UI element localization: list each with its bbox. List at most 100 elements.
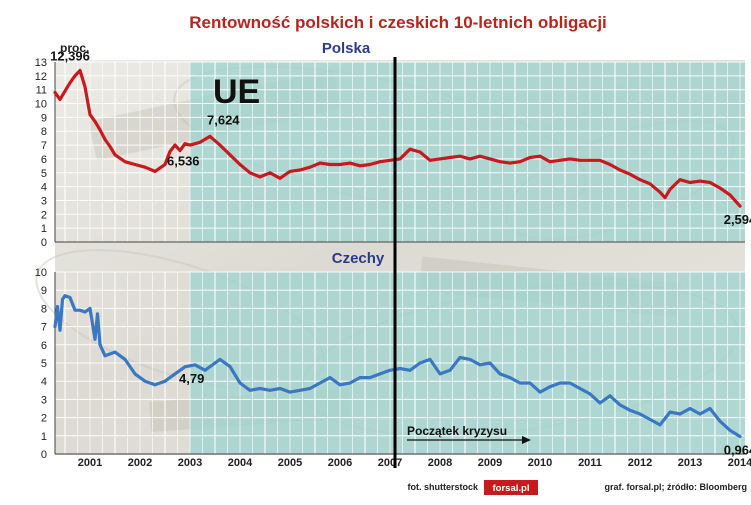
x-tick-label: 2014 bbox=[728, 457, 751, 469]
czech-data-point bbox=[538, 390, 542, 394]
czech-data-point bbox=[638, 412, 642, 416]
poland-data-point bbox=[68, 81, 72, 85]
czech-data-point bbox=[508, 376, 512, 379]
poland-y-tick-label: 12 bbox=[35, 71, 47, 83]
poland-data-point bbox=[63, 89, 67, 93]
poland-data-point bbox=[398, 157, 402, 161]
czech-data-point bbox=[378, 372, 382, 376]
poland-data-point bbox=[618, 168, 622, 172]
poland-y-tick-label: 7 bbox=[41, 140, 47, 152]
czech-data-point bbox=[113, 350, 117, 354]
czech-data-point bbox=[328, 376, 332, 379]
poland-data-point bbox=[548, 160, 552, 164]
poland-data-point bbox=[238, 163, 242, 166]
czech-y-tick-label: 5 bbox=[41, 358, 47, 370]
poland-y-tick-label: 6 bbox=[41, 154, 47, 166]
poland-data-point bbox=[568, 157, 572, 161]
poland-data-point bbox=[708, 181, 712, 184]
czech-data-point bbox=[53, 325, 57, 328]
czech-data-point bbox=[258, 387, 262, 390]
czech-data-point bbox=[558, 381, 562, 385]
czech-y-tick-label: 6 bbox=[41, 340, 47, 352]
source-credit: graf. forsal.pl; źródło: Bloomberg bbox=[604, 482, 747, 492]
poland-data-point bbox=[298, 168, 302, 172]
czech-data-point bbox=[68, 296, 72, 299]
poland-data-point bbox=[628, 172, 632, 176]
poland-data-point bbox=[308, 165, 312, 169]
czech-data-point bbox=[193, 363, 197, 367]
poland-y-tick-label: 8 bbox=[41, 126, 47, 138]
x-tick-label: 2004 bbox=[228, 457, 253, 469]
poland-data-point bbox=[268, 171, 272, 175]
poland-data-point bbox=[173, 143, 177, 147]
czech-data-point bbox=[468, 357, 472, 361]
poland-data-point bbox=[228, 153, 232, 157]
poland-data-point bbox=[718, 186, 722, 190]
czech-data-point bbox=[608, 394, 612, 398]
poland-data-point bbox=[168, 150, 172, 153]
czech-data-point bbox=[203, 368, 207, 372]
poland-y-tick-label: 4 bbox=[41, 182, 47, 194]
poland-eu-shading bbox=[190, 62, 745, 242]
czech-data-point bbox=[96, 312, 99, 316]
poland-data-point bbox=[88, 113, 92, 117]
poland-data-point bbox=[528, 156, 532, 159]
czech-data-point bbox=[153, 383, 157, 387]
x-tick-label: 2010 bbox=[528, 457, 552, 469]
poland-data-point bbox=[248, 171, 252, 175]
poland-data-point bbox=[448, 156, 452, 159]
poland-data-point bbox=[538, 154, 542, 158]
czech-yield-line bbox=[53, 294, 742, 439]
czech-data-point bbox=[678, 412, 682, 416]
poland-data-point bbox=[438, 157, 442, 161]
czech-data-point bbox=[228, 365, 232, 369]
czech-data-point bbox=[698, 412, 702, 416]
poland-data-point bbox=[468, 157, 472, 161]
czech-y-tick-label: 7 bbox=[41, 322, 47, 334]
poland-data-point bbox=[278, 176, 282, 180]
poland-data-point bbox=[188, 143, 192, 147]
poland-data-point bbox=[113, 153, 117, 157]
poland-data-point bbox=[83, 85, 87, 89]
czech-data-point bbox=[398, 367, 402, 370]
poland-data-point bbox=[133, 163, 137, 166]
czech-data-point bbox=[103, 354, 107, 358]
czech-data-point bbox=[93, 337, 97, 341]
czech-y-tick-label: 1 bbox=[41, 431, 47, 443]
poland-y-tick-label: 13 bbox=[35, 57, 47, 69]
czech-data-point bbox=[428, 357, 432, 361]
czech-data-point bbox=[163, 379, 167, 383]
poland-value-label: 12,396 bbox=[50, 48, 90, 63]
czech-data-point bbox=[388, 368, 392, 372]
czech-data-point bbox=[248, 388, 252, 392]
czech-data-point bbox=[268, 388, 272, 392]
crisis-label: Początek kryzysu bbox=[407, 424, 507, 438]
czech-data-point bbox=[213, 361, 217, 365]
czech-data-point bbox=[73, 308, 77, 312]
y-axis-unit-label: proc. bbox=[60, 41, 89, 55]
czech-data-point bbox=[588, 392, 592, 396]
czech-data-point bbox=[668, 410, 672, 414]
poland-data-point bbox=[428, 158, 432, 162]
eu-label: UE bbox=[213, 73, 260, 111]
poland-data-point bbox=[488, 157, 492, 161]
czech-data-point bbox=[708, 407, 712, 410]
x-tick-label: 2009 bbox=[478, 457, 502, 469]
x-tick-label: 2005 bbox=[278, 457, 302, 469]
czech-data-point bbox=[88, 307, 92, 310]
poland-data-point bbox=[658, 190, 662, 194]
czech-y-tick-label: 10 bbox=[35, 267, 47, 279]
poland-data-point bbox=[558, 158, 562, 162]
x-tick-label: 2007 bbox=[378, 457, 402, 469]
czech-data-point bbox=[348, 381, 352, 385]
czech-data-point bbox=[56, 305, 59, 308]
poland-data-point bbox=[93, 120, 97, 123]
czech-data-point bbox=[718, 419, 722, 423]
poland-y-tick-label: 3 bbox=[41, 195, 47, 207]
poland-data-point bbox=[358, 164, 362, 168]
poland-data-point bbox=[208, 135, 212, 138]
czech-data-point bbox=[278, 387, 282, 390]
czech-value-label: 0,964 bbox=[724, 442, 751, 457]
photo-credit: fot. shutterstock bbox=[407, 482, 479, 492]
x-tick-label: 2002 bbox=[128, 457, 152, 469]
